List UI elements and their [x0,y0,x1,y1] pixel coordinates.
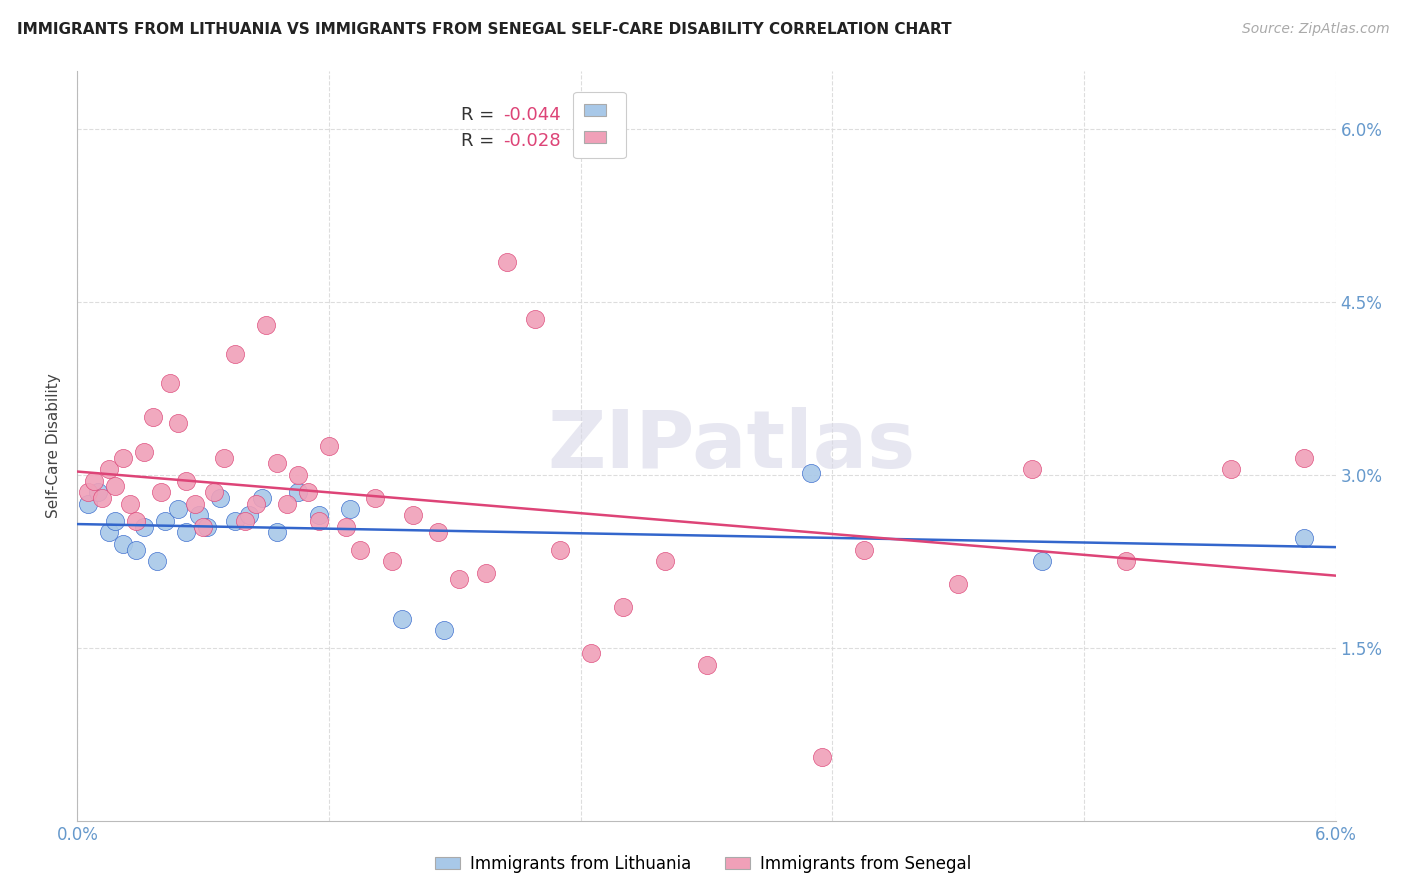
Point [287,485,309,500]
Text: R =: R = [461,132,501,150]
Point [475,566,498,580]
Point [87,485,110,500]
Point [112,537,135,551]
Point [254,318,277,332]
Point [125,514,148,528]
Point [579,647,602,661]
Point [167,502,190,516]
Text: -0.028: -0.028 [503,132,560,150]
Point [287,467,309,482]
Point [381,554,404,568]
Point [364,491,387,505]
Text: R =: R = [461,106,501,124]
Point [654,554,676,568]
Point [83,474,105,488]
Point [948,577,970,591]
Text: N =: N = [560,132,617,150]
Y-axis label: Self-Care Disability: Self-Care Disability [46,374,62,518]
Point [427,525,450,540]
Point [97,525,120,540]
Legend: , : , [574,92,626,158]
Point [118,497,141,511]
Point [276,497,298,511]
Point [76,485,98,500]
Point [1294,531,1316,545]
Point [548,542,571,557]
Point [176,525,198,540]
Point [125,542,148,557]
Point [349,542,371,557]
Point [391,612,413,626]
Point [104,479,127,493]
Point [335,519,357,533]
Point [308,508,330,523]
Point [266,525,288,540]
Point [811,750,834,764]
Point [97,462,120,476]
Point [1021,462,1043,476]
Point [155,514,177,528]
Point [176,474,198,488]
Point [696,658,718,673]
Point [224,347,246,361]
Point [167,416,190,430]
Point [297,485,319,500]
Point [308,514,330,528]
Point [112,450,135,465]
Point [1031,554,1053,568]
Point [266,456,288,470]
Text: -0.044: -0.044 [503,106,561,124]
Point [212,450,235,465]
Point [852,542,875,557]
Point [1294,450,1316,465]
Text: N =: N = [560,106,617,124]
Point [245,497,267,511]
Point [250,491,273,505]
Point [800,466,823,480]
Point [402,508,425,523]
Point [238,508,260,523]
Text: 26: 26 [600,106,624,124]
Point [76,497,98,511]
Point [612,600,634,615]
Point [224,514,246,528]
Point [146,554,169,568]
Point [159,376,181,390]
Point [433,624,456,638]
Point [104,514,127,528]
Legend: Immigrants from Lithuania, Immigrants from Senegal: Immigrants from Lithuania, Immigrants fr… [429,848,977,880]
Point [91,491,114,505]
Point [208,491,231,505]
Point [496,254,519,268]
Point [1219,462,1241,476]
Point [202,485,225,500]
Point [523,312,546,326]
Point [134,519,156,533]
Point [339,502,361,516]
Point [188,508,211,523]
Point [184,497,207,511]
Point [134,444,156,458]
Point [142,410,165,425]
Point [1115,554,1137,568]
Point [318,439,340,453]
Point [195,519,218,533]
Text: Source: ZipAtlas.com: Source: ZipAtlas.com [1241,22,1389,37]
Point [233,514,256,528]
Text: ZIPatlas: ZIPatlas [547,407,915,485]
Point [191,519,215,533]
Text: IMMIGRANTS FROM LITHUANIA VS IMMIGRANTS FROM SENEGAL SELF-CARE DISABILITY CORREL: IMMIGRANTS FROM LITHUANIA VS IMMIGRANTS … [17,22,952,37]
Point [150,485,173,500]
Point [447,572,470,586]
Text: 50: 50 [600,132,624,150]
